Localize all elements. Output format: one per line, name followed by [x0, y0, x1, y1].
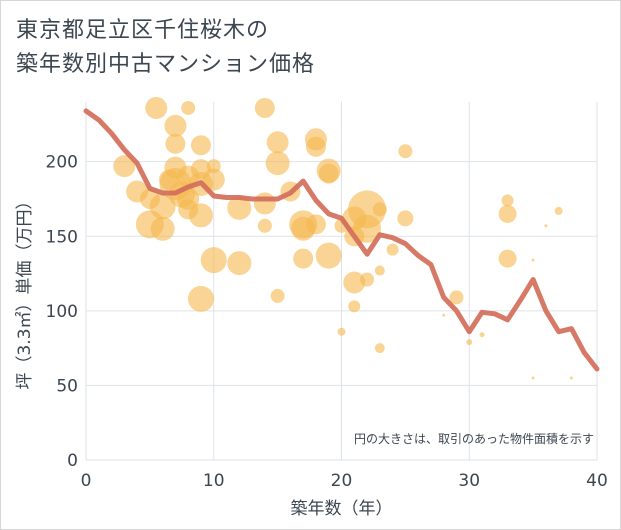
bubble-point	[188, 203, 213, 228]
bubble-point	[544, 224, 548, 228]
bubble-point	[372, 202, 387, 217]
bubble-point	[265, 151, 290, 176]
x-tick-label: 0	[81, 471, 92, 491]
bubble-point	[257, 218, 272, 233]
bubble-point	[554, 206, 563, 215]
grid-lines	[85, 102, 598, 461]
y-tick-label: 200	[46, 153, 78, 173]
bubble-point	[305, 214, 326, 235]
y-tick-label: 50	[56, 376, 78, 396]
bubble-point	[398, 144, 413, 159]
bubble-point	[360, 272, 375, 287]
bubble-point	[227, 251, 252, 276]
bubble-point	[531, 376, 535, 380]
bubble-point	[187, 285, 214, 312]
bubble-point	[315, 242, 342, 269]
bubble-point	[200, 247, 227, 274]
bubble-point	[305, 136, 326, 157]
bubble-point	[150, 216, 175, 241]
x-tick-label: 20	[331, 471, 353, 491]
bubble-point	[270, 288, 285, 303]
bubble-point	[374, 265, 385, 276]
x-tick-label: 30	[458, 471, 480, 491]
bubble-point	[353, 214, 382, 243]
bubble-point	[190, 135, 211, 156]
bubble-point	[145, 96, 168, 119]
bubble-point	[318, 163, 339, 184]
bubble-point	[254, 97, 275, 118]
bubble-point	[348, 300, 361, 313]
bubble-series	[113, 96, 573, 380]
chart-title-line-1: 東京都足立区千住桜木の	[16, 18, 270, 43]
bubble-point	[449, 290, 464, 305]
bubble-point	[498, 249, 517, 268]
x-axis-label: 築年数（年）	[291, 499, 393, 519]
x-tick-label: 40	[586, 471, 608, 491]
bubble-point	[466, 339, 473, 346]
y-tick-label: 0	[67, 451, 78, 471]
x-tick-label: 10	[203, 471, 225, 491]
trend-line-series	[83, 108, 600, 372]
bubble-point	[164, 114, 187, 137]
chart-title-line-2: 築年数別中古マンション価格	[16, 52, 316, 77]
y-tick-label: 100	[46, 302, 78, 322]
bubble-point	[149, 193, 176, 220]
trend-line	[83, 108, 600, 372]
bubble-point	[113, 155, 136, 178]
bubble-point	[293, 248, 314, 269]
bubble-point	[501, 194, 514, 207]
y-tick-labels: 0 50 100 150 200	[46, 153, 78, 471]
bubble-point	[569, 376, 573, 380]
bubble-point	[343, 271, 366, 294]
bubble-point	[386, 243, 399, 256]
bubble-point	[253, 192, 276, 215]
size-note: 円の大きさは、取引のあった物件面積を示す	[354, 431, 594, 446]
x-tick-labels: 0 10 20 30 40	[81, 471, 608, 491]
bubble-point	[498, 204, 517, 223]
bubble-point	[397, 210, 414, 227]
chart-title: 東京都足立区千住桜木の 築年数別中古マンション価格	[16, 14, 315, 82]
bubble-point	[531, 258, 535, 262]
y-tick-label: 150	[46, 227, 78, 247]
bubble-point	[165, 133, 186, 154]
y-axis-label: 坪（3.3㎡）単価（万円）	[15, 192, 35, 389]
bubble-point	[374, 343, 385, 354]
bubble-point	[266, 131, 289, 154]
bubble-point	[227, 195, 252, 220]
bubble-point	[442, 313, 446, 317]
bubble-point	[337, 327, 346, 336]
bubble-point	[202, 168, 225, 191]
bubble-point	[181, 100, 196, 115]
bubble-point	[479, 332, 485, 338]
